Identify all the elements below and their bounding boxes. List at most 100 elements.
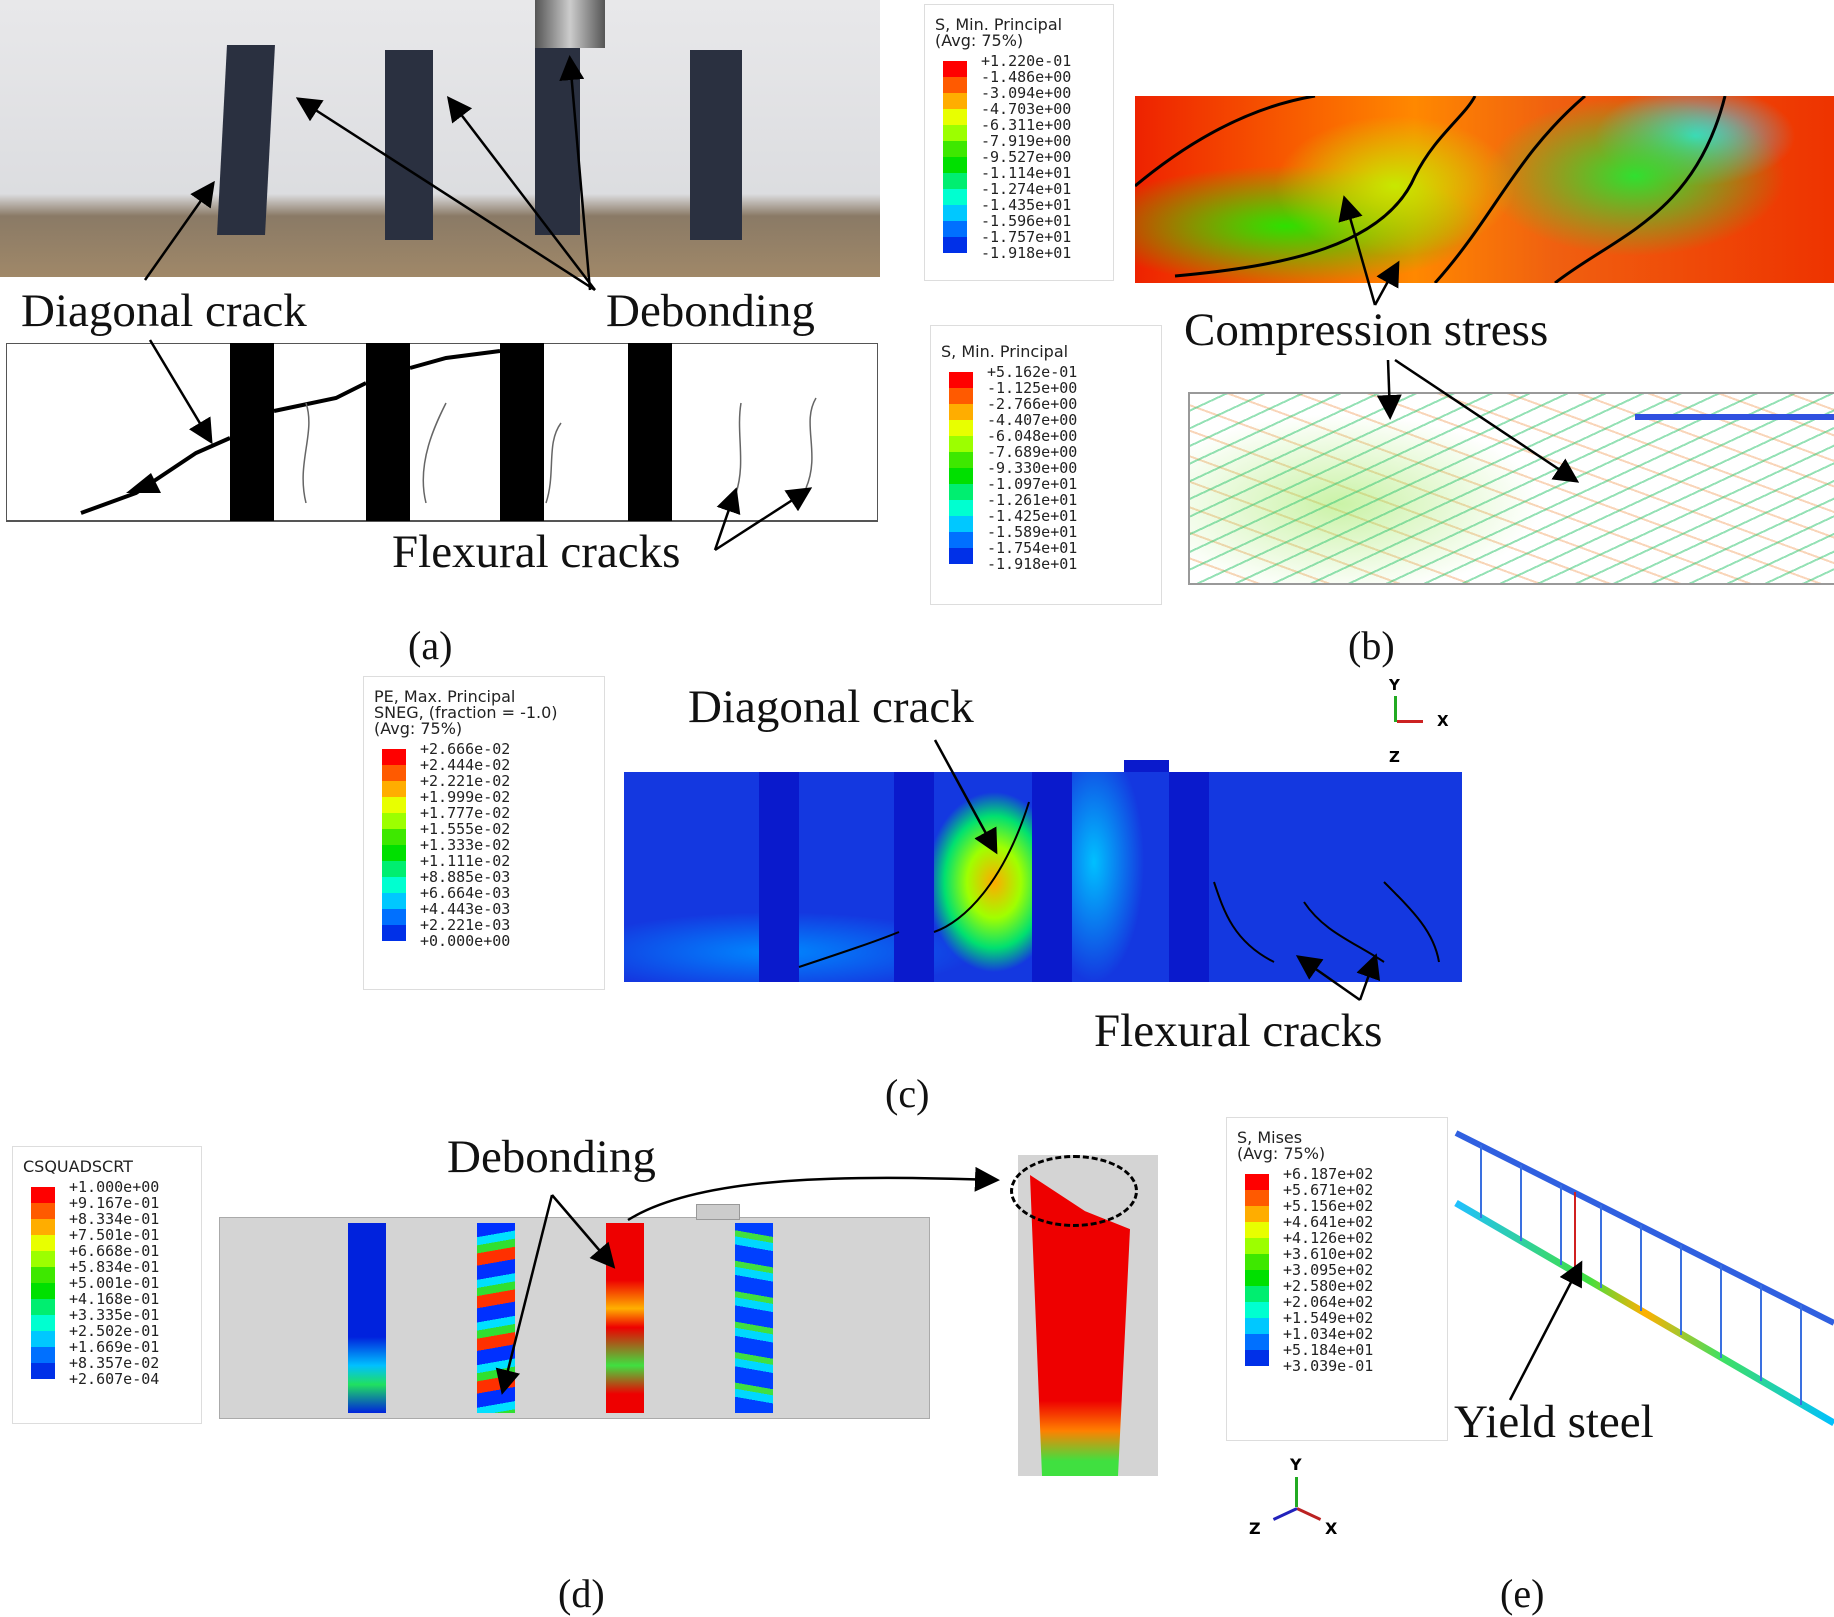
legend-value: +7.501e-01	[69, 1226, 160, 1244]
color-band	[1245, 1222, 1269, 1238]
color-band	[31, 1235, 55, 1251]
color-band	[949, 420, 973, 436]
loading-plate	[696, 1204, 740, 1220]
label-flexural-cracks-a: Flexural cracks	[392, 526, 681, 578]
color-band	[943, 61, 967, 77]
axis-z-icon	[1272, 1507, 1298, 1521]
legend-value: -3.094e+00	[981, 84, 1072, 102]
color-band	[382, 925, 406, 941]
legend-value: +1.669e-01	[69, 1338, 160, 1356]
color-band	[943, 109, 967, 125]
legend-value: -1.918e+01	[987, 555, 1078, 573]
legend-value: +8.885e-03	[420, 868, 511, 886]
cfrp-strip-blue	[348, 1223, 386, 1413]
legend-b-top: S, Min. Principal (Avg: 75%) +1.220e-01 -1…	[924, 4, 1114, 281]
debonding-detail-d	[1010, 1155, 1158, 1476]
legend-value: +6.668e-01	[69, 1242, 160, 1260]
vector-plot-b	[1188, 392, 1834, 585]
legend-value: +5.834e-01	[69, 1258, 160, 1276]
legend-value: +1.000e+00	[69, 1178, 160, 1196]
color-band	[1245, 1318, 1269, 1334]
color-band	[949, 516, 973, 532]
legend-value: -2.766e+00	[987, 395, 1078, 413]
legend-value: +8.334e-01	[69, 1210, 160, 1228]
cfrp-strip	[1169, 772, 1209, 982]
axis-z-label: Z	[1389, 748, 1400, 766]
color-band	[943, 205, 967, 221]
color-band	[382, 813, 406, 829]
panel-a-sketch	[6, 343, 878, 522]
color-band	[943, 125, 967, 141]
legend-value: -1.486e+00	[981, 68, 1072, 86]
legend-value: +2.221e-03	[420, 916, 511, 934]
label-diagonal-crack-c: Diagonal crack	[688, 681, 974, 733]
color-scale-bar	[31, 1187, 55, 1379]
beam-d	[219, 1204, 930, 1419]
cfrp-strip	[1032, 772, 1072, 982]
legend-value: +2.502e-01	[69, 1322, 160, 1340]
color-band	[382, 861, 406, 877]
color-band	[943, 221, 967, 237]
color-scale-bar	[1245, 1174, 1269, 1366]
color-band	[31, 1299, 55, 1315]
axis-y-icon	[1295, 1477, 1298, 1507]
color-band	[382, 877, 406, 893]
steel-plate	[1635, 414, 1834, 420]
color-band	[949, 404, 973, 420]
legend-title: S, Min. Principal (Avg: 75%)	[935, 15, 1063, 50]
legend-value: -9.330e+00	[987, 459, 1078, 477]
color-band	[949, 532, 973, 548]
color-band	[382, 845, 406, 861]
color-band	[943, 237, 967, 253]
color-band	[1245, 1238, 1269, 1254]
legend-value: -1.757e+01	[981, 228, 1072, 246]
legend-value: -1.754e+01	[987, 539, 1078, 557]
legend-value: -1.596e+01	[981, 212, 1072, 230]
caption-d: (d)	[558, 1571, 605, 1616]
cfrp-strip-red	[606, 1223, 644, 1413]
color-band	[382, 765, 406, 781]
axis-y-label: Y	[1290, 1455, 1302, 1474]
contour-c-beam	[624, 760, 1462, 982]
legend-value: -4.407e+00	[987, 411, 1078, 429]
legend-value: -1.435e+01	[981, 196, 1072, 214]
color-band	[1245, 1286, 1269, 1302]
legend-title: S, Mises (Avg: 75%)	[1237, 1128, 1326, 1163]
color-band	[31, 1283, 55, 1299]
legend-b-bottom: S, Min. Principal +5.162e-01 -1.125e+00 -2.…	[930, 325, 1162, 605]
legend-value: -1.589e+01	[987, 523, 1078, 541]
color-band	[382, 829, 406, 845]
legend-value: +2.221e-02	[420, 772, 511, 790]
color-band	[1245, 1350, 1269, 1366]
label-compression-stress: Compression stress	[1184, 304, 1549, 356]
axis-x-icon	[1397, 720, 1423, 723]
legend-value: -6.311e+00	[981, 116, 1072, 134]
legend-value: -7.919e+00	[981, 132, 1072, 150]
legend-value: +1.549e+02	[1283, 1309, 1374, 1327]
color-band	[382, 893, 406, 909]
label-debonding-a: Debonding	[606, 285, 815, 337]
dashed-circle	[1010, 1155, 1138, 1227]
label-yield-steel: Yield steel	[1454, 1396, 1654, 1448]
color-scale-bar	[943, 61, 967, 253]
legend-value: +3.335e-01	[69, 1306, 160, 1324]
cfrp-strip-blue-mixed	[735, 1223, 773, 1413]
legend-value: -6.048e+00	[987, 427, 1078, 445]
legend-value: +1.220e-01	[981, 52, 1072, 70]
color-band	[1245, 1174, 1269, 1190]
label-flexural-cracks-c: Flexural cracks	[1094, 1005, 1383, 1057]
legend-value: +9.167e-01	[69, 1194, 160, 1212]
color-band	[382, 797, 406, 813]
legend-value: +6.187e+02	[1283, 1165, 1374, 1183]
legend-title: PE, Max. Principal SNEG, (fraction = -1.…	[374, 687, 558, 738]
color-band	[943, 189, 967, 205]
color-band	[943, 77, 967, 93]
axis-triad-c: Y X Z	[1385, 676, 1455, 766]
legend-value: -1.125e+00	[987, 379, 1078, 397]
color-band	[31, 1331, 55, 1347]
color-band	[31, 1219, 55, 1235]
color-band	[949, 500, 973, 516]
color-band	[382, 749, 406, 765]
axis-triad-e: Y X Z	[1245, 1455, 1345, 1545]
axis-x-label: X	[1325, 1519, 1338, 1538]
